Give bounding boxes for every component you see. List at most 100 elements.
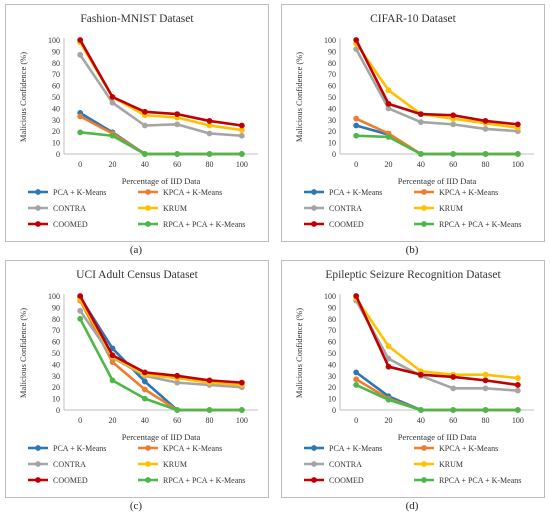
legend-marker (311, 477, 317, 483)
data-point (141, 108, 148, 115)
data-point (353, 37, 360, 43)
series-line-6 (80, 131, 242, 156)
data-point (482, 118, 489, 124)
x-tick-label: 20 (109, 160, 117, 169)
legend-marker (421, 445, 427, 451)
legend-marker (421, 189, 427, 195)
data-point (238, 132, 245, 139)
x-tick-label: 20 (109, 416, 117, 425)
y-tick-label: 20 (52, 127, 60, 136)
y-tick-label: 0 (56, 150, 60, 159)
data-point (174, 379, 181, 386)
y-tick-label: 10 (52, 139, 60, 148)
y-tick-label: 80 (328, 315, 336, 324)
x-axis-label: Percentage of IID Data (122, 176, 201, 186)
data-point (141, 122, 148, 129)
y-tick-label: 30 (52, 116, 60, 125)
data-point (417, 111, 424, 117)
data-point (77, 37, 84, 43)
legend-label: KRUM (439, 204, 463, 213)
data-point (353, 382, 360, 388)
y-tick-label: 40 (328, 104, 336, 113)
chart-title: CIFAR-10 Dataset (370, 13, 457, 25)
data-point (385, 87, 392, 94)
data-point (514, 151, 521, 157)
data-point (77, 307, 84, 314)
y-tick-label: 10 (52, 395, 60, 404)
y-tick-label: 10 (328, 139, 336, 148)
data-point (206, 118, 213, 124)
data-point (206, 377, 213, 384)
data-point (109, 345, 116, 352)
legend-marker (145, 461, 151, 467)
y-axis-label: Malicious Confidence (%) (294, 52, 304, 142)
caption-d: (d) (405, 500, 419, 512)
y-tick-label: 0 (56, 406, 60, 415)
data-point (77, 51, 84, 58)
x-axis-label: Percentage of IID Data (398, 432, 477, 442)
x-tick-label: 80 (482, 416, 490, 425)
data-point (109, 132, 116, 139)
caption-c: (c) (129, 500, 143, 512)
data-point (417, 119, 424, 125)
x-tick-label: 100 (512, 160, 524, 169)
legend-label: COOMED (53, 476, 88, 485)
x-tick-label: 40 (141, 160, 149, 169)
x-tick-label: 60 (173, 416, 181, 425)
data-point (206, 151, 213, 157)
x-tick-label: 0 (78, 160, 82, 169)
y-tick-label: 20 (52, 383, 60, 392)
series-line-3 (355, 48, 518, 133)
legend-marker (35, 461, 41, 467)
y-tick-label: 20 (328, 127, 336, 136)
data-point (514, 121, 521, 128)
data-point (174, 121, 181, 128)
x-tick-label: 40 (417, 416, 425, 425)
series-line-4 (355, 42, 519, 130)
y-tick-label: 70 (52, 70, 60, 79)
legend-label: RPCA + PCA + K-Means (439, 220, 521, 229)
legend-marker (311, 461, 317, 467)
x-tick-label: 100 (236, 160, 248, 169)
data-point (353, 293, 360, 299)
y-tick-label: 50 (52, 93, 60, 102)
legend-label: KRUM (163, 204, 187, 213)
legend-label: COOMED (329, 476, 364, 485)
x-tick-label: 20 (385, 416, 393, 425)
data-point (141, 369, 148, 376)
data-point (450, 121, 457, 128)
y-tick-label: 60 (328, 338, 336, 347)
data-point (77, 315, 84, 322)
data-point (141, 386, 148, 393)
series-line-5 (355, 39, 518, 126)
chart-title: Epileptic Seizure Recognition Dataset (325, 269, 501, 281)
x-tick-label: 0 (354, 416, 358, 425)
data-point (238, 127, 245, 133)
y-tick-label: 80 (52, 59, 60, 68)
series-line-3 (79, 310, 242, 389)
x-tick-label: 100 (236, 416, 248, 425)
data-point (109, 94, 116, 100)
caption-a: (a) (129, 244, 143, 256)
series-line-6 (356, 134, 518, 156)
legend-label: KPCA + K-Means (163, 188, 222, 197)
y-tick-label: 0 (332, 406, 336, 415)
data-point (238, 407, 245, 413)
chart-svg: Fashion-MNIST Dataset 0 10 20 30 40 50 60 70 80 90… (18, 13, 258, 229)
chart-svg: UCI Adult Census Dataset 0 10 20 30 40 50 60 70 8… (18, 269, 258, 485)
data-point (174, 151, 181, 157)
legend-label: RPCA + PCA + K-Means (163, 220, 245, 229)
caption-b: (b) (405, 244, 419, 256)
legend-marker (145, 189, 151, 195)
chart-panel-a: Fashion-MNIST Dataset 0 10 20 30 40 50 60 70 80 90… (5, 4, 269, 242)
y-tick-label: 50 (328, 349, 336, 358)
data-point (385, 363, 392, 370)
data-point (353, 376, 360, 383)
y-tick-label: 90 (328, 303, 336, 312)
legend-label: CONTRA (329, 460, 362, 469)
chart-title: UCI Adult Census Dataset (76, 269, 199, 281)
data-point (385, 134, 392, 140)
data-point (238, 379, 245, 386)
data-point (77, 113, 84, 120)
legend-label: RPCA + PCA + K-Means (439, 476, 521, 485)
